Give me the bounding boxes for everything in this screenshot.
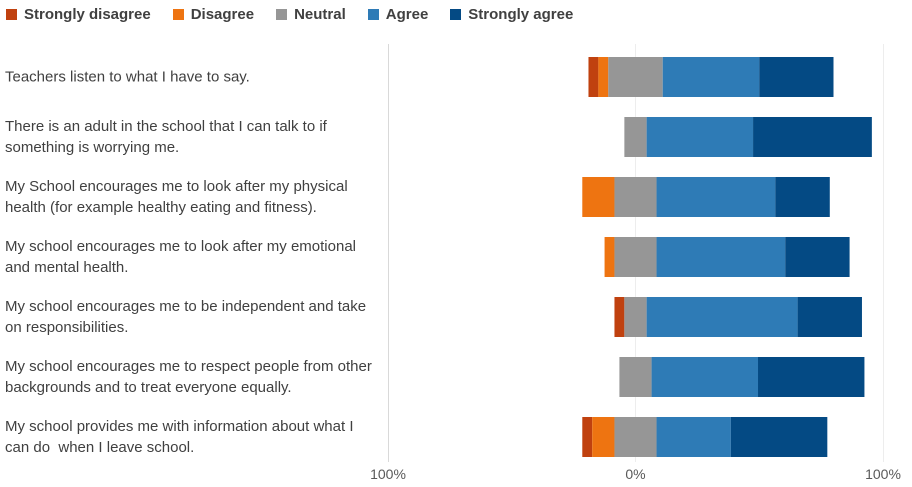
category-label: My school encourages me to respect peopl… bbox=[5, 358, 377, 396]
legend-item-agree: Agree bbox=[367, 5, 429, 23]
bar-agree-row-6 bbox=[656, 417, 731, 457]
bar-neutral-row-5 bbox=[619, 357, 652, 397]
legend-swatch-agree bbox=[367, 8, 379, 20]
legend-swatch-strongly-agree bbox=[450, 8, 462, 20]
bar-neutral-row-4 bbox=[624, 297, 647, 337]
bar-strongly-agree-row-1 bbox=[753, 117, 872, 157]
legend-swatch-strongly-disagree bbox=[6, 8, 17, 20]
legend-item-disagree: Disagree bbox=[172, 5, 255, 23]
bar-disagree-row-6 bbox=[592, 417, 615, 457]
bar-agree-row-1 bbox=[646, 117, 754, 157]
bar-agree-row-0 bbox=[662, 57, 760, 97]
bar-segments bbox=[582, 57, 872, 457]
legend-label-neutral: Neutral bbox=[294, 5, 346, 23]
bar-strongly-disagree-row-0 bbox=[588, 57, 599, 97]
bar-strongly-agree-row-2 bbox=[775, 177, 830, 217]
chart-legend: Strongly disagree Disagree Neutral Agree… bbox=[6, 4, 595, 24]
axis-ticks: 100% 0% 100% bbox=[370, 466, 901, 482]
bar-neutral-row-0 bbox=[608, 57, 663, 97]
category-label: My school encourages me to be independen… bbox=[5, 298, 371, 336]
legend-label-strongly-agree: Strongly agree bbox=[468, 5, 574, 23]
bar-disagree-row-0 bbox=[598, 57, 609, 97]
bar-neutral-row-3 bbox=[614, 237, 657, 277]
bar-agree-row-4 bbox=[646, 297, 798, 337]
bar-agree-row-2 bbox=[656, 177, 776, 217]
legend-label-disagree: Disagree bbox=[190, 5, 255, 23]
legend-label-strongly-disagree: Strongly disagree bbox=[24, 5, 151, 23]
bar-neutral-row-6 bbox=[614, 417, 657, 457]
bar-strongly-agree-row-4 bbox=[797, 297, 862, 337]
category-label: My school provides me with information a… bbox=[5, 418, 358, 456]
category-label: My School encourages me to look after my… bbox=[5, 178, 352, 216]
bar-strongly-disagree-row-6 bbox=[582, 417, 593, 457]
bar-strongly-agree-row-3 bbox=[785, 237, 850, 277]
bar-strongly-agree-row-0 bbox=[759, 57, 834, 97]
bar-strongly-disagree-row-4 bbox=[614, 297, 625, 337]
x-tick-label: 100% bbox=[370, 466, 406, 482]
category-labels: Teachers listen to what I have to say. T… bbox=[5, 0, 380, 487]
legend-item-strongly-disagree: Strongly disagree bbox=[6, 6, 151, 23]
bar-disagree-row-3 bbox=[604, 237, 615, 277]
x-tick-label: 100% bbox=[865, 466, 901, 482]
bar-neutral-row-2 bbox=[614, 177, 657, 217]
bar-agree-row-3 bbox=[656, 237, 786, 277]
bar-disagree-row-2 bbox=[582, 177, 615, 217]
category-label: My school encourages me to look after my… bbox=[5, 238, 361, 276]
legend-label-agree: Agree bbox=[385, 5, 429, 23]
x-tick-label: 0% bbox=[625, 466, 645, 482]
bar-agree-row-5 bbox=[651, 357, 759, 397]
legend-item-strongly-agree: Strongly agree bbox=[450, 6, 573, 23]
legend-swatch-neutral bbox=[276, 8, 288, 20]
legend-item-neutral: Neutral bbox=[276, 6, 346, 23]
bar-strongly-agree-row-6 bbox=[730, 417, 828, 457]
category-label: There is an adult in the school that I c… bbox=[5, 118, 332, 156]
category-label: Teachers listen to what I have to say. bbox=[5, 68, 250, 86]
bar-strongly-agree-row-5 bbox=[758, 357, 865, 397]
bar-neutral-row-1 bbox=[624, 117, 647, 157]
legend-swatch-disagree bbox=[172, 8, 184, 20]
